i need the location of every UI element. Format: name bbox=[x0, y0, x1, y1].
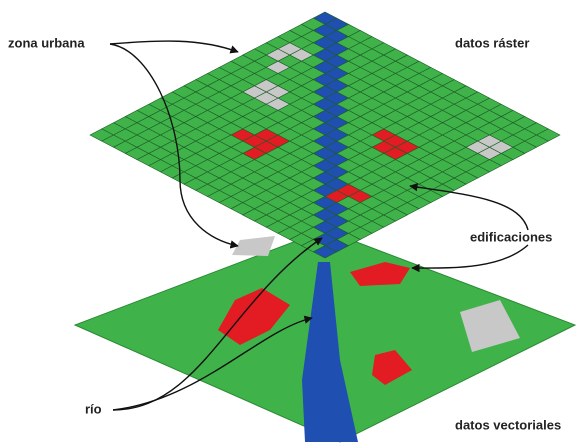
label-buildings: edificaciones bbox=[470, 229, 552, 244]
vector-layer bbox=[73, 229, 577, 443]
vector-river bbox=[302, 262, 358, 442]
vector-building bbox=[350, 262, 410, 286]
vector-urban bbox=[232, 236, 275, 256]
label-raster: datos ráster bbox=[455, 35, 529, 50]
vector-building bbox=[218, 288, 290, 345]
vector-building bbox=[372, 350, 412, 385]
label-river: río bbox=[85, 401, 102, 416]
vector-urban bbox=[460, 300, 520, 352]
raster-cell bbox=[312, 245, 338, 259]
label-urban: zona urbana bbox=[8, 35, 85, 50]
arrows bbox=[109, 40, 529, 411]
label-vector: datos vectoriales bbox=[455, 417, 561, 432]
raster-layer bbox=[89, 11, 561, 259]
